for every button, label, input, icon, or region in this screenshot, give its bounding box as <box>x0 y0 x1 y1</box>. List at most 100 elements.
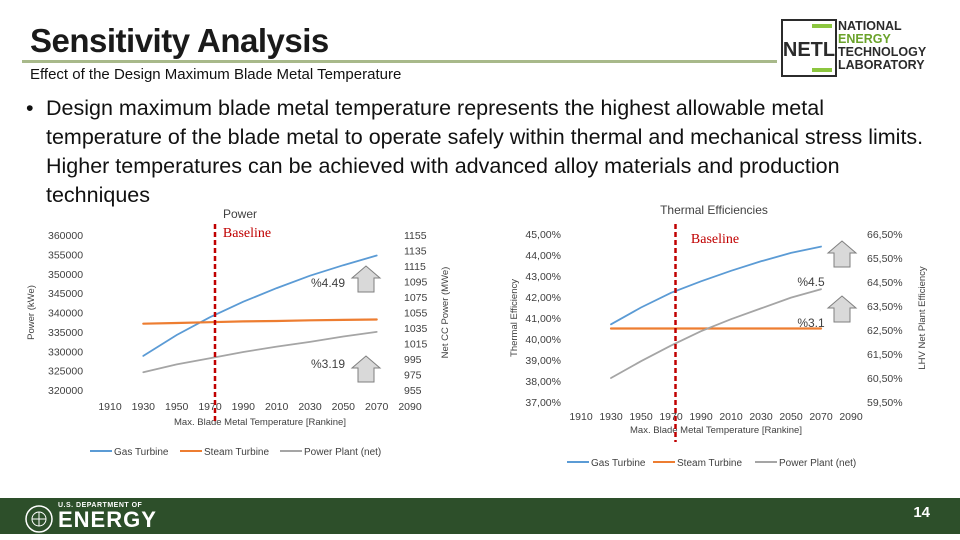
x-tick-label: 2090 <box>398 401 422 413</box>
x-tick-label: 1950 <box>629 411 653 423</box>
y-tick-label: 325000 <box>48 366 83 378</box>
netl-logo-line-2: ENERGY <box>838 32 891 46</box>
footer: U.S. DEPARTMENT OF ENERGY 14 <box>0 490 960 540</box>
x-tick-label: 2030 <box>298 401 322 413</box>
x-tick-label: 2070 <box>365 401 389 413</box>
y2-tick-label: 975 <box>404 370 422 382</box>
netl-logo: NETL NATIONAL ENERGY TECHNOLOGY LABORATO… <box>780 18 940 80</box>
y-tick-label: 42,00% <box>525 292 561 304</box>
y2-axis-label: Net CC Power (MWe) <box>440 267 451 359</box>
percent-change-label: %4.5 <box>797 275 825 289</box>
footer-band <box>0 498 960 534</box>
doe-agency-big: ENERGY <box>58 507 157 532</box>
y-tick-label: 39,00% <box>525 355 561 367</box>
y2-tick-label: 1155 <box>404 230 427 242</box>
netl-mark-icon: NETL <box>781 19 837 77</box>
x-tick-label: 2030 <box>749 411 773 423</box>
x-tick-label: 2090 <box>839 411 863 423</box>
x-axis-label: Max. Blade Metal Temperature [Rankine] <box>174 417 346 428</box>
y2-tick-label: 1015 <box>404 339 428 351</box>
legend-label: Power Plant (net) <box>779 458 856 469</box>
x-tick-label: 2050 <box>332 401 356 413</box>
y-axis-label: Power (kWe) <box>26 285 37 340</box>
netl-logo-line-4: LABORATORY <box>838 58 925 72</box>
bullet-text: Design maximum blade metal temperature r… <box>46 96 924 207</box>
baseline-label: Baseline <box>223 226 271 241</box>
increase-arrow-icon <box>350 355 382 383</box>
y-tick-label: 355000 <box>48 249 83 261</box>
y-tick-label: 37,00% <box>525 397 561 409</box>
series-line-gas-turbine <box>142 254 378 357</box>
chart-title: Power <box>223 207 257 221</box>
legend-label: Steam Turbine <box>204 447 269 458</box>
legend-label: Gas Turbine <box>114 447 169 458</box>
percent-change-label: %3.19 <box>311 357 345 371</box>
x-tick-label: 1970 <box>659 411 683 423</box>
increase-arrow-icon <box>350 265 382 293</box>
x-tick-label: 1930 <box>599 411 623 423</box>
y-tick-label: 45,00% <box>525 229 561 241</box>
legend-label: Steam Turbine <box>677 458 742 469</box>
y-tick-label: 44,00% <box>525 250 561 262</box>
y2-axis-label: LHV Net Plant Efficiency <box>917 266 928 370</box>
x-tick-label: 1910 <box>98 401 122 413</box>
x-tick-label: 2050 <box>779 411 803 423</box>
y-tick-label: 345000 <box>48 288 83 300</box>
baseline-label: Baseline <box>691 232 739 247</box>
doe-seal-icon <box>25 505 53 533</box>
y2-tick-label: 1075 <box>404 292 428 304</box>
x-tick-label: 1950 <box>165 401 189 413</box>
y2-tick-label: 63,50% <box>867 301 903 313</box>
page-title: Sensitivity Analysis <box>30 22 329 59</box>
page-number: 14 <box>913 504 930 521</box>
y-tick-label: 320000 <box>48 385 83 397</box>
chart-title: Thermal Efficiencies <box>660 203 768 217</box>
y2-tick-label: 955 <box>404 385 422 397</box>
y2-tick-label: 1035 <box>404 323 428 335</box>
increase-arrow-icon <box>826 295 858 323</box>
legend-label: Power Plant (net) <box>304 447 381 458</box>
x-tick-label: 1910 <box>569 411 593 423</box>
x-tick-label: 2010 <box>719 411 743 423</box>
title-divider <box>22 60 777 63</box>
y2-tick-label: 61,50% <box>867 349 903 361</box>
x-tick-label: 1990 <box>232 401 256 413</box>
y-tick-label: 41,00% <box>525 313 561 325</box>
netl-logo-line-3: TECHNOLOGY <box>838 45 927 59</box>
bullet-marker: • <box>26 96 34 120</box>
doe-logo: U.S. DEPARTMENT OF ENERGY <box>20 494 180 538</box>
y2-tick-label: 60,50% <box>867 373 903 385</box>
y2-tick-label: 66,50% <box>867 229 903 241</box>
series-line-steam-turbine <box>142 318 378 325</box>
netl-logo-text: NATIONAL ENERGY TECHNOLOGY LABORATORY <box>838 20 926 72</box>
netl-mark-letters: NETL <box>783 39 835 61</box>
percent-change-label: %3.1 <box>797 316 825 330</box>
x-tick-label: 1970 <box>198 401 222 413</box>
y-tick-label: 330000 <box>48 346 83 358</box>
x-tick-label: 2010 <box>265 401 289 413</box>
y-tick-label: 350000 <box>48 269 83 281</box>
legend-label: Gas Turbine <box>591 458 646 469</box>
percent-change-label: %4.49 <box>311 276 345 290</box>
doe-logo-text: U.S. DEPARTMENT OF ENERGY <box>58 502 157 533</box>
series-line-power-plant-net <box>142 330 378 374</box>
x-tick-label: 1990 <box>689 411 713 423</box>
thermal-efficiency-chart: Thermal Efficiencies 37,00% 38,00% 39,00% 40… <box>509 203 928 469</box>
y2-tick-label: 65,50% <box>867 253 903 265</box>
x-tick-label: 1930 <box>132 401 156 413</box>
x-axis-label: Max. Blade Metal Temperature [Rankine] <box>630 425 802 436</box>
y-tick-label: 43,00% <box>525 271 561 283</box>
increase-arrow-icon <box>826 240 858 268</box>
y2-tick-label: 1135 <box>404 246 427 258</box>
y2-tick-label: 1055 <box>404 308 428 320</box>
x-tick-label: 2070 <box>809 411 833 423</box>
y-tick-label: 40,00% <box>525 334 561 346</box>
series-line-power-plant-net <box>610 288 822 379</box>
y2-tick-label: 1115 <box>404 261 426 273</box>
netl-logo-line-1: NATIONAL <box>838 19 902 33</box>
y-tick-label: 335000 <box>48 327 83 339</box>
y2-tick-label: 995 <box>404 354 422 366</box>
y2-tick-label: 64,50% <box>867 277 903 289</box>
y-axis-label: Thermal Efficiency <box>509 279 520 357</box>
y2-tick-label: 62,50% <box>867 325 903 337</box>
